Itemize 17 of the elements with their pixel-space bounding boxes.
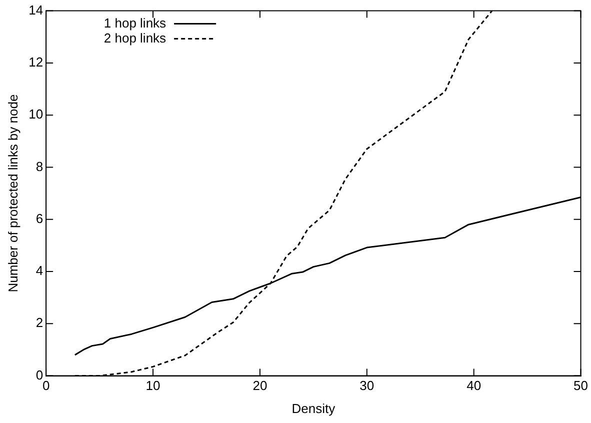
y-tick-label: 14 — [28, 2, 44, 18]
y-tick-label: 12 — [28, 54, 44, 70]
y-tick-label: 2 — [36, 315, 44, 330]
y-tick-label: 6 — [36, 210, 44, 226]
x-tick-label: 20 — [252, 378, 268, 394]
legend-label: 1 hop links — [104, 15, 167, 30]
legend-label: 2 hop links — [104, 30, 167, 46]
y-tick-label: 4 — [36, 263, 44, 278]
x-tick-label: 40 — [466, 378, 482, 394]
x-axis-title: Density — [292, 400, 336, 416]
x-tick-label: 30 — [360, 378, 374, 394]
y-axis-title: Number of protected links by node — [5, 94, 20, 292]
y-tick-label: 10 — [28, 106, 44, 122]
y-tick-label: 0 — [36, 367, 44, 382]
x-tick-label: 10 — [146, 378, 160, 394]
x-tick-label: 50 — [574, 378, 588, 394]
y-tick-label: 8 — [36, 158, 44, 174]
